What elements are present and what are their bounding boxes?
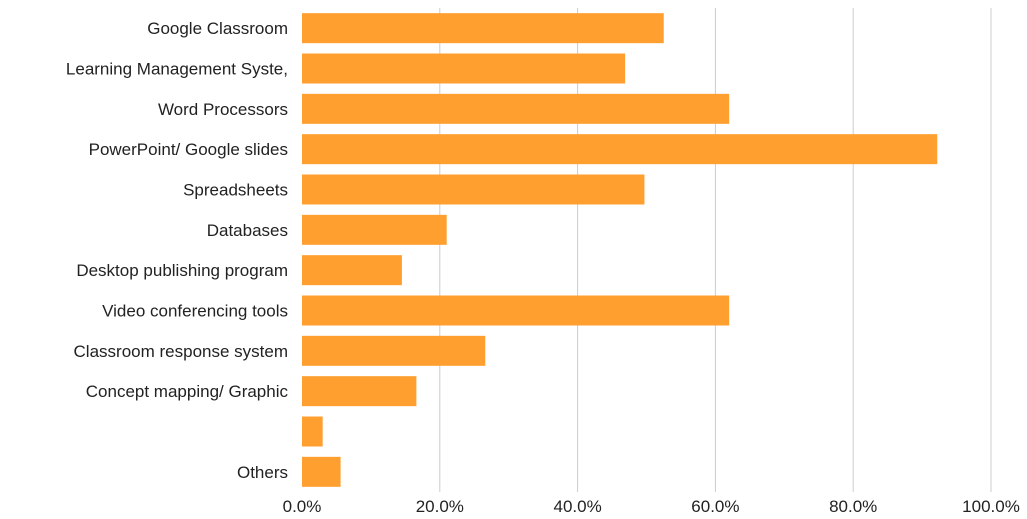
x-tick-label-1: 20.0%	[416, 497, 464, 516]
category-label-0: Google Classroom	[147, 19, 288, 38]
bars	[302, 13, 938, 487]
category-label-9: Concept mapping/ Graphic	[86, 382, 289, 401]
category-label-5: Databases	[207, 221, 288, 240]
category-label-1: Learning Management Syste,	[66, 60, 288, 79]
bar-0	[302, 13, 664, 44]
category-label-11: Others	[237, 463, 288, 482]
bar-5	[302, 214, 447, 245]
category-label-8: Classroom response system	[74, 342, 288, 361]
bar-10	[302, 416, 323, 447]
x-tick-labels: 0.0% 20.0% 40.0% 60.0% 80.0% 100.0%	[283, 497, 1020, 516]
gridlines	[439, 8, 992, 492]
category-label-6: Desktop publishing program	[76, 261, 288, 280]
bar-2	[302, 93, 730, 124]
x-tick-label-5: 100.0%	[962, 497, 1020, 516]
bar-8	[302, 335, 486, 366]
x-tick-label-4: 80.0%	[829, 497, 877, 516]
x-tick-label-3: 60.0%	[691, 497, 739, 516]
bar-11	[302, 456, 341, 487]
x-tick-label-0: 0.0%	[283, 497, 322, 516]
category-label-7: Video conferencing tools	[102, 302, 288, 321]
category-label-2: Word Processors	[158, 100, 288, 119]
bar-4	[302, 174, 645, 205]
category-label-3: PowerPoint/ Google slides	[89, 140, 288, 159]
x-tick-label-2: 40.0%	[553, 497, 601, 516]
bar-7	[302, 295, 730, 326]
bar-3	[302, 134, 938, 165]
bar-9	[302, 376, 417, 407]
category-labels: Google Classroom Learning Management Syst…	[66, 19, 289, 482]
bar-1	[302, 53, 626, 84]
bar-6	[302, 255, 402, 286]
category-label-4: Spreadsheets	[183, 181, 288, 200]
